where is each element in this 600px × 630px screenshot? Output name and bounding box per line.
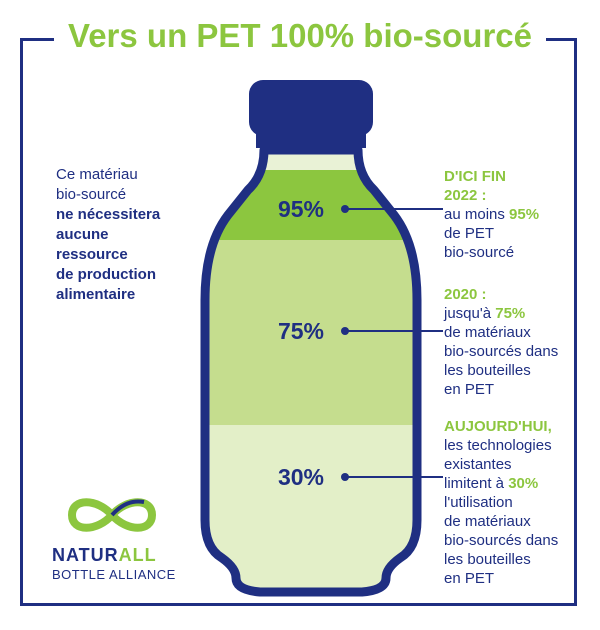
- left-note: Ce matériau bio-sourcé ne nécessitera au…: [56, 165, 160, 305]
- annotation-today: AUJOURD'HUI, les technologies existantes…: [444, 417, 558, 588]
- fill-30: [205, 425, 417, 592]
- logo-name: NATURALL: [52, 545, 157, 566]
- annotation-text: bio-sourcés dans: [444, 343, 559, 360]
- annotation-heading: D'ICI FIN: [444, 168, 506, 185]
- left-note-bold: ressource: [56, 246, 128, 263]
- logo-subtitle: BOTTLE ALLIANCE: [52, 567, 176, 582]
- left-note-bold: aucune: [56, 226, 109, 243]
- annotation-2022: D'ICI FIN 2022 : au moins 95% de PET bio…: [444, 167, 539, 262]
- bottle-outline: [200, 145, 422, 597]
- annotation-text: bio-sourcés dans: [444, 532, 559, 549]
- annotation-text: bio-sourcé: [444, 244, 515, 261]
- annotation-heading: 2020 :: [444, 286, 487, 303]
- logo-name-part: NATUR: [52, 545, 119, 565]
- annotation-text: jusqu'à: [444, 305, 496, 322]
- dot-75: [341, 327, 349, 335]
- left-note-line: bio-sourcé: [56, 186, 127, 203]
- annotation-2020: 2020 : jusqu'à 75% de matériaux bio-sour…: [444, 285, 558, 399]
- page-title: Vers un PET 100% bio-sourcé: [54, 10, 546, 62]
- dot-30: [341, 473, 349, 481]
- annotation-text: en PET: [444, 570, 495, 587]
- title-wrap: Vers un PET 100% bio-sourcé: [0, 10, 600, 62]
- value-75: 75%: [277, 318, 325, 344]
- annotation-highlight: 30%: [508, 475, 539, 492]
- left-note-bold: de production: [56, 266, 156, 283]
- annotation-text: l'utilisation: [444, 494, 513, 511]
- infinity-logo-icon: [67, 498, 157, 532]
- annotation-text: de matériaux: [444, 513, 531, 530]
- left-note-bold: ne nécessitera: [56, 206, 161, 223]
- left-note-line: Ce matériau: [56, 166, 138, 183]
- bottle-cap: [249, 80, 373, 136]
- annotation-text: limitent à: [444, 475, 509, 492]
- value-30: 30%: [277, 464, 325, 490]
- logo-name-accent: ALL: [118, 545, 157, 565]
- fill-75: [205, 240, 417, 425]
- annotation-highlight: 75%: [495, 305, 526, 322]
- annotation-text: les bouteilles: [444, 362, 531, 379]
- annotation-text: en PET: [444, 381, 495, 398]
- annotation-text: au moins: [444, 206, 510, 223]
- value-95: 95%: [277, 196, 325, 222]
- dot-95: [341, 205, 349, 213]
- annotation-heading: AUJOURD'HUI,: [444, 418, 552, 435]
- annotation-text: les technologies: [444, 437, 552, 454]
- left-note-bold: alimentaire: [56, 286, 136, 303]
- bottle-neck-ring: [256, 134, 366, 148]
- annotation-text: les bouteilles: [444, 551, 531, 568]
- annotation-text: existantes: [444, 456, 512, 473]
- annotation-text: de PET: [444, 225, 495, 242]
- annotation-text: de matériaux: [444, 324, 531, 341]
- annotation-highlight: 95%: [509, 206, 540, 223]
- annotation-heading: 2022 :: [444, 187, 487, 204]
